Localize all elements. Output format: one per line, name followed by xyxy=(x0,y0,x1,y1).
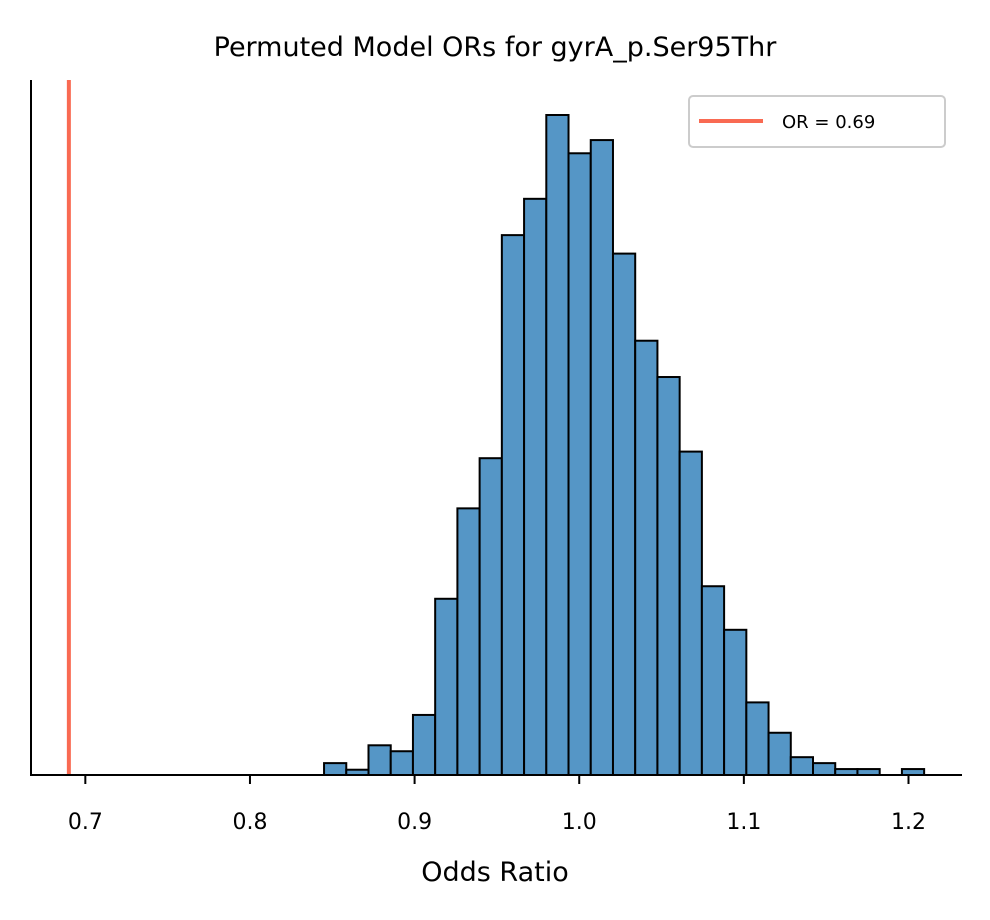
legend: OR = 0.69 xyxy=(688,95,946,148)
histogram-bar xyxy=(389,750,414,776)
x-tick-label: 1.2 xyxy=(891,810,926,835)
histogram-bar xyxy=(634,339,659,776)
histogram-bar xyxy=(456,507,481,776)
histogram-bar xyxy=(545,114,570,776)
histogram-bar xyxy=(323,762,348,776)
x-tick-label: 1.0 xyxy=(562,810,597,835)
legend-box xyxy=(688,95,946,148)
histogram-bar xyxy=(812,762,837,776)
histogram-bar xyxy=(434,597,459,777)
histogram-bar xyxy=(411,713,437,777)
histogram-bar xyxy=(723,628,748,776)
x-tick-label: 0.7 xyxy=(68,810,103,835)
legend-label: OR = 0.69 xyxy=(782,112,875,133)
histogram-bar xyxy=(767,731,792,777)
histogram-bar xyxy=(678,450,703,776)
x-tick-label: 0.9 xyxy=(397,810,432,835)
histogram-bar xyxy=(700,585,726,776)
histogram-bar xyxy=(500,234,526,776)
x-ticks: 0.7 0.8 0.9 1.0 1.1 1.2 xyxy=(68,775,926,835)
x-tick-label: 1.1 xyxy=(726,810,761,835)
histogram-bar xyxy=(656,376,681,776)
histogram-bar xyxy=(567,152,592,776)
histogram-bar xyxy=(523,197,548,776)
x-axis-label: Odds Ratio xyxy=(421,857,569,888)
histogram-bar xyxy=(611,252,637,777)
histogram-bar xyxy=(745,701,770,777)
histogram-bar xyxy=(367,744,392,776)
histogram-bars xyxy=(323,114,926,777)
x-tick-label: 0.8 xyxy=(232,810,267,835)
histogram-bar xyxy=(789,756,815,776)
histogram-bar xyxy=(478,457,503,776)
histogram-bar xyxy=(589,139,614,776)
chart-title: Permuted Model ORs for gyrA_p.Ser95Thr xyxy=(214,32,778,63)
